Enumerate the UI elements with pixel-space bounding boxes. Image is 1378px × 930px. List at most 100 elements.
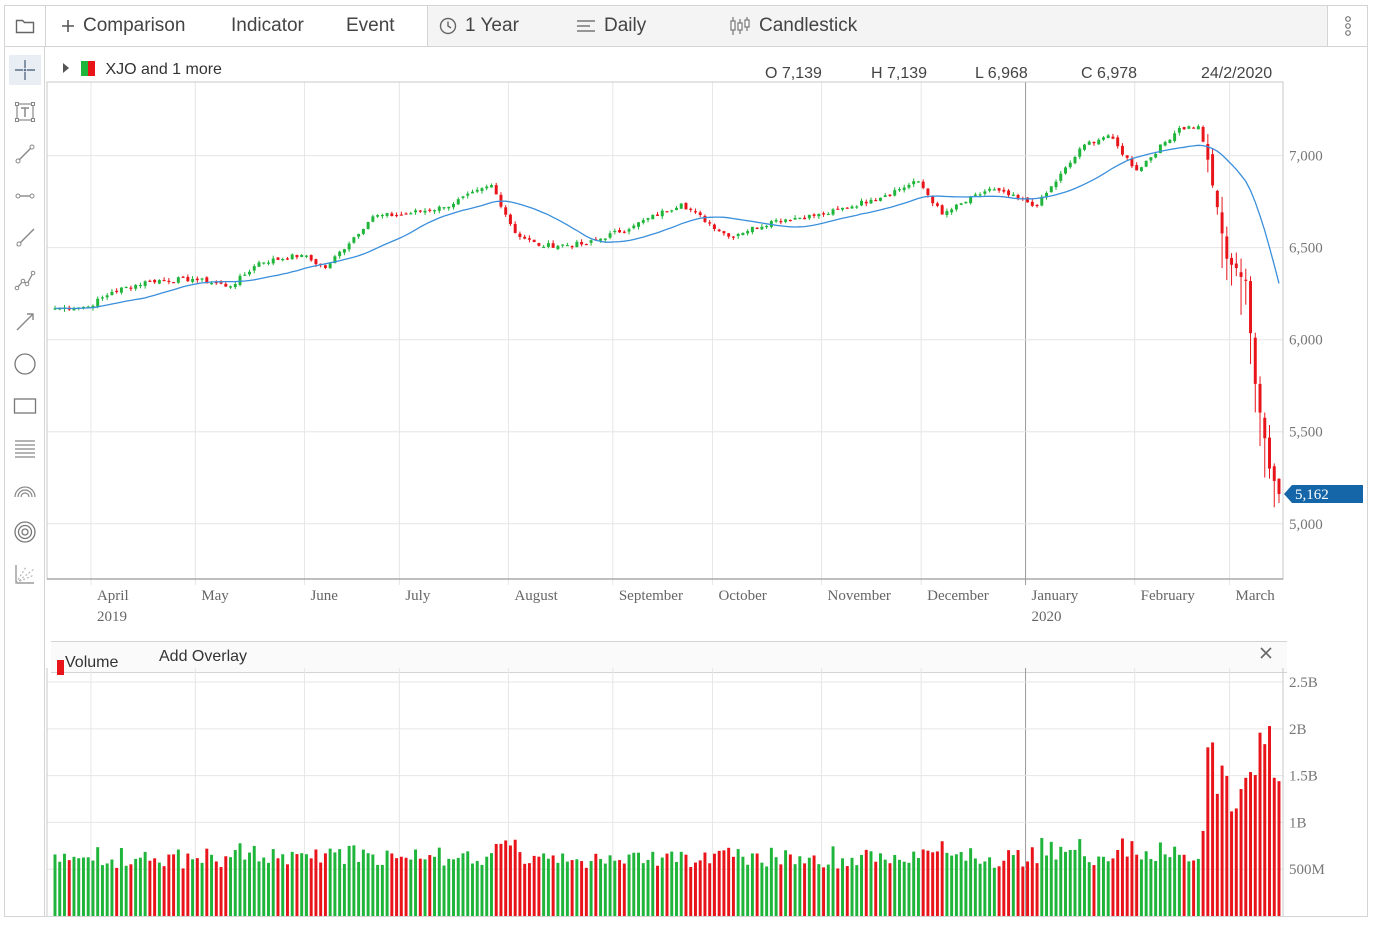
volume-bar (1030, 847, 1034, 916)
indicator-label: Indicator (231, 15, 304, 36)
volume-bar (67, 860, 71, 916)
candle-body (1101, 137, 1105, 140)
volume-bar (1215, 793, 1219, 916)
fibonacci-tool[interactable] (9, 433, 41, 463)
arrow-tool[interactable] (9, 307, 41, 337)
volume-bar (817, 864, 821, 916)
candle-body (466, 193, 470, 196)
volume-bar (1054, 859, 1058, 916)
ray-tool[interactable] (9, 223, 41, 253)
volume-bar (1196, 858, 1200, 916)
candle-body (423, 210, 427, 213)
volume-bar (1239, 789, 1243, 916)
candle-body (1196, 126, 1200, 130)
candle-body (1087, 141, 1091, 145)
candle-body (1026, 197, 1030, 203)
crosshair-tool[interactable] (9, 55, 41, 85)
candle-body (471, 191, 474, 194)
interval-button[interactable]: Daily (576, 6, 646, 46)
candle-body (622, 231, 626, 233)
more-button[interactable] (1328, 6, 1367, 46)
volume-bar (1002, 860, 1006, 916)
candle-body (1263, 417, 1267, 439)
candle-body (53, 308, 57, 310)
volume-bar (660, 857, 664, 916)
fibonacci-icon (15, 440, 35, 458)
candle-body (537, 243, 541, 246)
volume-bar (489, 853, 493, 916)
candle-body (907, 184, 911, 188)
candle-body (665, 211, 669, 213)
fan-tool[interactable] (9, 559, 41, 589)
polyline-tool[interactable] (9, 265, 41, 295)
add-overlay-button[interactable]: Add Overlay (159, 648, 248, 665)
volume-bar (323, 853, 327, 916)
volume-bar (1120, 838, 1124, 916)
candle-body (950, 209, 954, 213)
volume-bar (542, 853, 546, 916)
spiral-tool[interactable] (9, 517, 41, 547)
price-chart[interactable]: April 2019 May June July August September Octob… (5, 6, 1367, 916)
ohlc-open: O 7,139 (765, 65, 822, 82)
candle-body (1144, 160, 1148, 167)
candle-body (248, 271, 251, 275)
candle-body (978, 194, 982, 196)
candle-body (224, 283, 228, 287)
volume-bar (466, 851, 470, 916)
candle-body (708, 222, 712, 224)
horizontal-line-tool[interactable] (9, 181, 41, 211)
volume-bar (546, 858, 550, 916)
chart-frame: Comparison Indicator Event 1 Year Daily … (4, 5, 1368, 917)
volume-bar (755, 853, 759, 916)
candle-body (1173, 133, 1177, 142)
volume-bar (893, 854, 897, 916)
interval-label: Daily (604, 15, 647, 36)
candle-body (1135, 165, 1139, 171)
candle-body (973, 194, 977, 196)
candle-body (760, 226, 764, 230)
candle-body (1106, 135, 1110, 139)
volume-bar (86, 857, 90, 916)
rectangle-tool[interactable] (9, 391, 41, 421)
volume-bar (1272, 777, 1276, 916)
text-tool[interactable] (9, 97, 41, 127)
volume-bar (788, 854, 792, 916)
volume-bar (1249, 772, 1253, 916)
volume-bar (608, 855, 612, 916)
candle-body (271, 258, 275, 264)
comparison-button[interactable]: Comparison (61, 6, 185, 46)
volume-tick-label: 2.5B (1289, 675, 1318, 691)
candle-body (722, 231, 726, 234)
range-button[interactable]: 1 Year (439, 6, 519, 46)
volume-bar (257, 861, 261, 916)
volume-bar (252, 845, 256, 916)
arc-tool[interactable] (9, 475, 41, 505)
volume-bar (115, 867, 119, 916)
candle-body (803, 217, 807, 220)
line-tool[interactable] (9, 139, 41, 169)
candle-body (798, 217, 802, 219)
candle-body (988, 188, 992, 191)
chart-type-button[interactable]: Candlestick (729, 6, 857, 46)
candle-body (542, 246, 546, 249)
folder-button[interactable] (5, 6, 45, 46)
close-volume-button[interactable] (1259, 646, 1273, 665)
candle-body (1149, 157, 1153, 161)
series-legend[interactable]: XJO and 1 more (63, 61, 222, 79)
volume-bar (480, 864, 484, 916)
event-button[interactable]: Event (346, 6, 395, 46)
price-tick-label: 5,500 (1289, 425, 1323, 441)
candle-body (784, 219, 788, 222)
candle-body (1130, 158, 1134, 167)
candle-body (1030, 201, 1034, 206)
caret-right-icon[interactable] (63, 63, 69, 73)
circle-tool[interactable] (9, 349, 41, 379)
volume-bar (1135, 854, 1139, 916)
volume-bar (508, 845, 512, 916)
candle-body (390, 213, 394, 217)
candle-body (817, 213, 821, 217)
candle-body (452, 203, 455, 208)
volume-bar (798, 856, 802, 916)
indicator-button[interactable]: Indicator (231, 6, 304, 46)
candle-body (916, 181, 920, 183)
